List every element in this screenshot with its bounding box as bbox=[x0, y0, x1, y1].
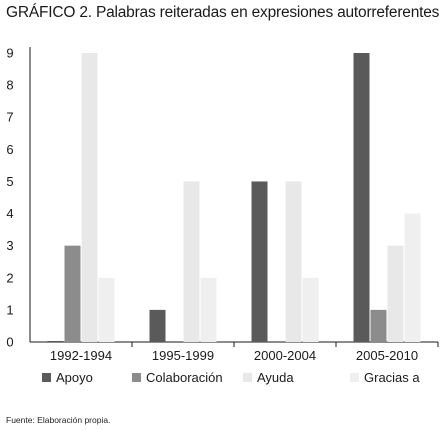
bar-colaboración bbox=[64, 245, 81, 342]
bar-colaboración bbox=[268, 341, 285, 342]
x-tick-label: 2005-2010 bbox=[356, 348, 418, 363]
legend-label: Colaboración bbox=[146, 370, 223, 385]
y-tick-label: 9 bbox=[6, 46, 13, 61]
bar-apoyo bbox=[353, 53, 370, 342]
legend-label: Gracias a bbox=[364, 370, 420, 385]
chart-title: GRÁFICO 2. Palabras reiteradas en expres… bbox=[6, 4, 440, 21]
bar-gracias-a bbox=[302, 277, 319, 342]
legend-swatch bbox=[132, 373, 141, 382]
x-tick-label: 1992-1994 bbox=[50, 348, 112, 363]
bar-apoyo bbox=[251, 181, 268, 342]
bar-ayuda bbox=[81, 53, 98, 342]
y-tick-label: 0 bbox=[6, 335, 13, 350]
x-tick-label: 2000-2004 bbox=[254, 348, 316, 363]
legend-swatch bbox=[42, 373, 51, 382]
bar-apoyo bbox=[149, 309, 166, 342]
bar-colaboración bbox=[166, 341, 183, 342]
x-tick-label: 1995-1999 bbox=[152, 348, 214, 363]
bar-ayuda bbox=[285, 181, 302, 342]
y-tick-label: 6 bbox=[6, 142, 13, 157]
bar-ayuda bbox=[387, 245, 404, 342]
legend-swatch bbox=[350, 373, 359, 382]
y-tick-label: 7 bbox=[6, 110, 13, 125]
y-tick-label: 4 bbox=[6, 206, 13, 221]
legend-swatch bbox=[243, 373, 252, 382]
y-tick-label: 8 bbox=[6, 78, 13, 93]
legend-label: Apoyo bbox=[56, 370, 93, 385]
bar-ayuda bbox=[183, 181, 200, 342]
y-tick-label: 5 bbox=[6, 174, 13, 189]
bar-apoyo bbox=[47, 341, 64, 342]
legend-label: Ayuda bbox=[257, 370, 294, 385]
y-tick-label: 1 bbox=[6, 302, 13, 317]
bar-gracias-a bbox=[404, 213, 421, 342]
y-tick-label: 3 bbox=[6, 238, 13, 253]
y-tick-label: 2 bbox=[6, 270, 13, 285]
bar-colaboración bbox=[370, 309, 387, 342]
source-note: Fuente: Elaboración propia. bbox=[6, 415, 111, 425]
bar-gracias-a bbox=[200, 277, 217, 342]
bar-chart: 0 1 2 3 4 5 6 7 8 9 1992-1994 1995-1999 2000-2004 200… bbox=[6, 46, 439, 385]
bar-gracias-a bbox=[98, 277, 115, 342]
